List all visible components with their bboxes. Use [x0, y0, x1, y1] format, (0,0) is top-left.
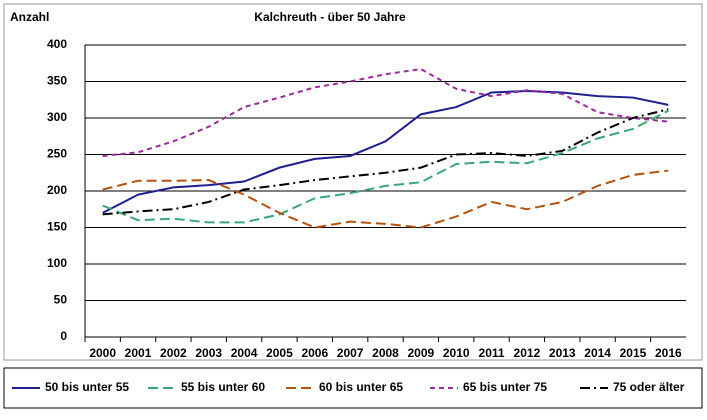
y-tick-label: 50 [54, 293, 68, 307]
series-line [102, 89, 669, 214]
x-tick-label: 2007 [337, 346, 364, 360]
x-tick-label: 2000 [89, 346, 116, 360]
x-tick-label: 2014 [584, 346, 611, 360]
x-tick-label: 2015 [620, 346, 647, 360]
legend-frame [3, 367, 703, 409]
x-tick-label: 2013 [549, 346, 576, 360]
x-tick-label: 2004 [231, 346, 258, 360]
x-tick-label: 2008 [372, 346, 399, 360]
series-line [102, 109, 669, 224]
x-tick-label: 2011 [479, 346, 505, 360]
x-tick-label: 2001 [125, 346, 152, 360]
series-line [102, 108, 669, 216]
x-tick-label: 2016 [655, 346, 682, 360]
x-tick-label: 2003 [195, 346, 222, 360]
x-tick-label: 2002 [160, 346, 187, 360]
y-tick-label: 200 [47, 183, 67, 197]
y-tick-label: 300 [47, 110, 67, 124]
y-tick-label: 400 [47, 37, 67, 51]
chart-title: Kalchreuth - über 50 Jahre [254, 10, 406, 24]
y-tick-label: 250 [47, 147, 67, 161]
series-line [102, 68, 669, 157]
legend-label: 60 bis unter 65 [319, 380, 403, 394]
series-line [102, 169, 669, 229]
y-tick-label: 100 [47, 256, 67, 270]
x-tick-label: 2006 [301, 346, 328, 360]
x-tick-label: 2009 [408, 346, 435, 360]
y-axis-label: Anzahl [10, 10, 49, 24]
legend-label: 65 bis unter 75 [463, 380, 547, 394]
legend-label: 75 oder älter [613, 380, 685, 394]
y-tick-label: 350 [47, 74, 67, 88]
x-tick-label: 2005 [266, 346, 293, 360]
legend-label: 55 bis unter 60 [181, 380, 265, 394]
chart-frame [3, 3, 703, 361]
y-tick-label: 0 [60, 329, 67, 343]
legend-label: 50 bis unter 55 [45, 380, 129, 394]
x-tick-label: 2010 [443, 346, 470, 360]
y-tick-label: 150 [47, 220, 67, 234]
x-tick-label: 2012 [514, 346, 541, 360]
